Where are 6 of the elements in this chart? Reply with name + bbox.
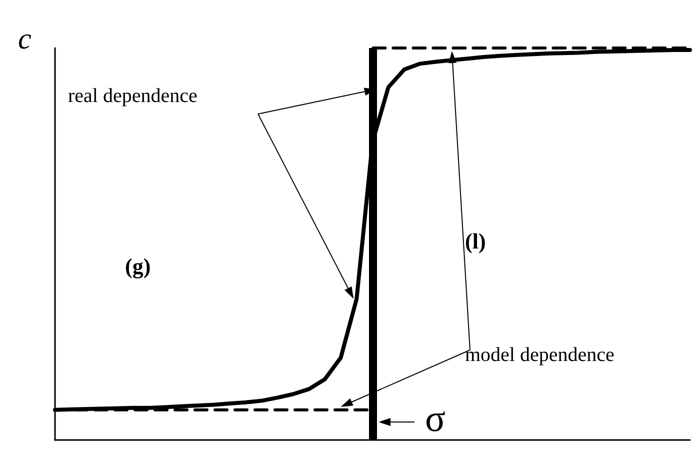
annotation: real dependence	[68, 85, 198, 107]
annotation: σ	[425, 398, 446, 440]
annotation: (g)	[125, 254, 151, 278]
annotation: (l)	[465, 228, 486, 254]
y-axis-title: c	[18, 22, 32, 56]
annotation: model dependence	[465, 344, 614, 366]
